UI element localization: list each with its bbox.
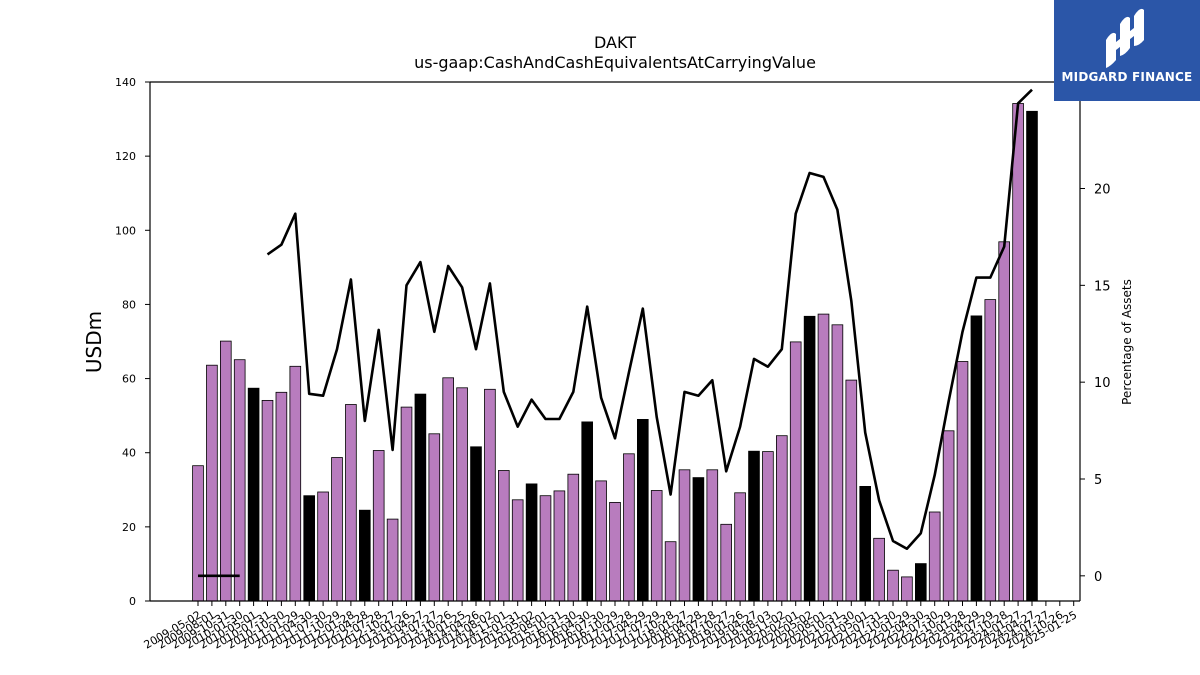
brand-logo: MIDGARD FINANCE: [1054, 0, 1200, 101]
y-tick-label: 20: [122, 521, 136, 534]
bar: [678, 469, 691, 602]
percentage-line: [266, 88, 1033, 551]
bar: [289, 365, 302, 602]
bar: [1026, 110, 1038, 602]
bar: [428, 433, 441, 602]
bar: [873, 537, 885, 602]
bar: [595, 480, 607, 602]
bar: [233, 359, 246, 602]
bar: [511, 499, 524, 602]
y-tick-label: 140: [115, 76, 136, 89]
bar: [345, 404, 357, 602]
bar: [637, 418, 649, 602]
bar: [358, 509, 371, 602]
midgard-logo-icon: [1106, 8, 1144, 68]
y-tick-label: 60: [122, 373, 136, 386]
bar: [247, 387, 260, 602]
chart-title: DAKT: [594, 33, 636, 52]
bar: [720, 523, 732, 602]
bar: [970, 315, 983, 602]
bar: [581, 421, 593, 602]
bar: [386, 518, 399, 602]
bar: [692, 477, 705, 602]
y-tick-label: 100: [115, 224, 136, 237]
bar: [650, 490, 663, 602]
y-axis-label: USDm: [82, 311, 106, 373]
bar: [748, 450, 760, 602]
bar: [372, 450, 385, 602]
bar: [261, 399, 274, 602]
bars-group: [192, 103, 1038, 602]
bar: [539, 495, 552, 602]
bar: [317, 491, 329, 602]
y2-tick-label: 0: [1094, 570, 1102, 585]
bar: [275, 391, 288, 602]
y2-tick-label: 15: [1094, 279, 1111, 294]
bar: [942, 430, 955, 602]
y-tick-label: 80: [122, 298, 136, 311]
bar: [915, 563, 927, 602]
bar: [470, 446, 482, 602]
y2-axis-label: Percentage of Assets: [1120, 279, 1134, 405]
bar: [928, 511, 941, 602]
bar: [789, 341, 802, 602]
bar: [831, 324, 844, 602]
chart-subtitle: us-gaap:CashAndCashEquivalentsAtCarrying…: [414, 53, 816, 72]
bar: [219, 340, 232, 602]
bar: [484, 388, 496, 602]
axes-group: 02040608010012014005101520252009-05-0220…: [115, 76, 1111, 652]
bar: [817, 313, 830, 602]
bar: [609, 501, 621, 602]
bar: [776, 435, 788, 602]
bar: [984, 299, 997, 602]
bar: [456, 387, 468, 602]
y2-tick-label: 5: [1094, 473, 1102, 488]
bar: [192, 465, 204, 602]
brand-name: MIDGARD FINANCE: [1061, 70, 1193, 84]
bar: [998, 241, 1010, 602]
bar: [734, 492, 746, 602]
y-tick-label: 40: [122, 447, 136, 460]
y-tick-label: 120: [115, 150, 136, 163]
bar: [762, 451, 774, 602]
y2-tick-label: 20: [1094, 183, 1111, 198]
lines-group: [198, 88, 1033, 578]
bar: [414, 393, 427, 602]
bar: [956, 361, 969, 602]
bar: [859, 485, 871, 602]
y2-tick-label: 10: [1094, 376, 1111, 391]
bar: [442, 377, 454, 602]
bar: [553, 490, 566, 602]
bar: [400, 406, 413, 602]
bar: [525, 483, 538, 602]
bar: [664, 541, 677, 602]
bar: [497, 470, 510, 602]
bar: [901, 576, 913, 602]
bar: [1012, 103, 1024, 602]
bar: [567, 473, 580, 602]
bar: [706, 469, 719, 602]
bar: [623, 453, 635, 602]
bar: [206, 364, 218, 602]
bar: [331, 457, 343, 602]
bar: [303, 495, 315, 602]
bar: [845, 379, 858, 602]
y-tick-label: 0: [129, 595, 136, 608]
bar: [887, 569, 899, 602]
bar: [803, 315, 816, 602]
